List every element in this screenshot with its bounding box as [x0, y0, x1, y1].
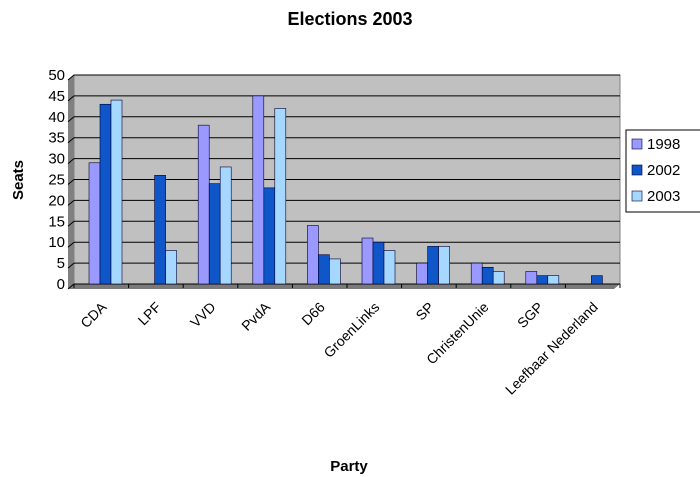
y-tick-label: 50 — [48, 67, 65, 84]
bar-2003-SP — [438, 246, 450, 285]
y-axis-title: Seats — [10, 160, 27, 200]
bar-1998-SGP — [525, 271, 538, 285]
y-tick-label: 35 — [48, 130, 65, 147]
gridline-wall — [67, 283, 75, 290]
y-tick-label: 10 — [48, 234, 65, 251]
gridline-wall — [67, 74, 75, 81]
legend-label-2002: 2002 — [647, 162, 680, 179]
y-tick-label: 40 — [48, 109, 65, 126]
gridline-wall — [67, 220, 75, 227]
chart-title: Elections 2003 — [287, 9, 412, 29]
bar-2002-ChristenUnie — [481, 266, 494, 285]
gridline-wall — [67, 179, 75, 185]
legend-swatch-2002 — [631, 164, 643, 176]
gridline-wall — [67, 200, 75, 206]
bar-2002-D66 — [318, 254, 330, 285]
bar-1998-GroenLinks — [361, 237, 374, 285]
gridline-wall — [67, 95, 75, 102]
gridline-wall — [67, 116, 75, 123]
bar-2003-VVD — [219, 166, 232, 285]
bar-1998-D66 — [307, 225, 319, 285]
bar-2003-D66 — [329, 258, 341, 285]
y-tick-label: 0 — [57, 276, 65, 293]
gridline-wall — [67, 262, 75, 269]
bar-2002-VVD — [208, 183, 221, 285]
bar-2002-SGP — [536, 275, 549, 285]
legend-swatch-1998 — [631, 138, 643, 150]
plot-area: 0 5 10 15 20 25 30 35 40 45 50 CDA LPF VVD PvdA D66Groe… — [48, 67, 621, 398]
y-tick-label: 15 — [48, 213, 65, 230]
legend-swatch-2003 — [631, 190, 643, 202]
gridline-wall — [67, 137, 75, 144]
bar-2002-GroenLinks — [372, 241, 385, 285]
x-tick-label: SGP — [514, 299, 546, 331]
bar-1998-ChristenUnie — [470, 262, 483, 285]
bar-2003-LPF — [165, 250, 177, 285]
bar-2003-SGP — [547, 275, 560, 285]
x-tick-label: LPF — [135, 299, 164, 328]
x-tick-label: VVD — [187, 299, 219, 331]
gridline-wall — [67, 158, 75, 164]
bar-1998-SP — [416, 262, 428, 285]
bar-1998-CDA — [88, 162, 101, 285]
x-tick-label: Leefbaar Nederland — [502, 299, 601, 398]
bar-2003-PvdA — [274, 108, 287, 285]
legend-label-2003: 2003 — [647, 188, 680, 205]
bar-2002-PvdA — [263, 187, 276, 285]
x-axis-title: Party — [330, 458, 368, 475]
bar-1998-PvdA — [252, 95, 265, 285]
legend: 1998 2002 2003 — [625, 129, 700, 213]
legend-label-1998: 1998 — [647, 136, 680, 153]
plot-floor — [68, 284, 620, 289]
bar-2002-LPF — [154, 175, 166, 285]
bar-1998-VVD — [197, 124, 210, 285]
y-tick-label: 45 — [48, 88, 65, 105]
y-tick-label: 20 — [48, 192, 65, 209]
x-tick-label: GroenLinks — [320, 299, 382, 361]
x-tick-label: CDA — [77, 298, 110, 331]
x-tick-label: PvdA — [238, 298, 273, 333]
bar-2002-SP — [427, 246, 439, 285]
x-tick-label: SP — [412, 299, 437, 324]
bar-2002-CDA — [99, 103, 112, 285]
y-tick-label: 25 — [48, 172, 65, 189]
bar-2003-ChristenUnie — [492, 271, 505, 285]
x-tick-label: D66 — [298, 299, 328, 329]
y-tick-label: 30 — [48, 151, 65, 168]
bar-2003-GroenLinks — [383, 250, 396, 285]
gridline-wall — [67, 241, 75, 248]
bar-2003-CDA — [110, 99, 123, 285]
y-tick-label: 5 — [57, 255, 65, 272]
bar-2002-Leefbaar Nederland — [591, 275, 603, 285]
